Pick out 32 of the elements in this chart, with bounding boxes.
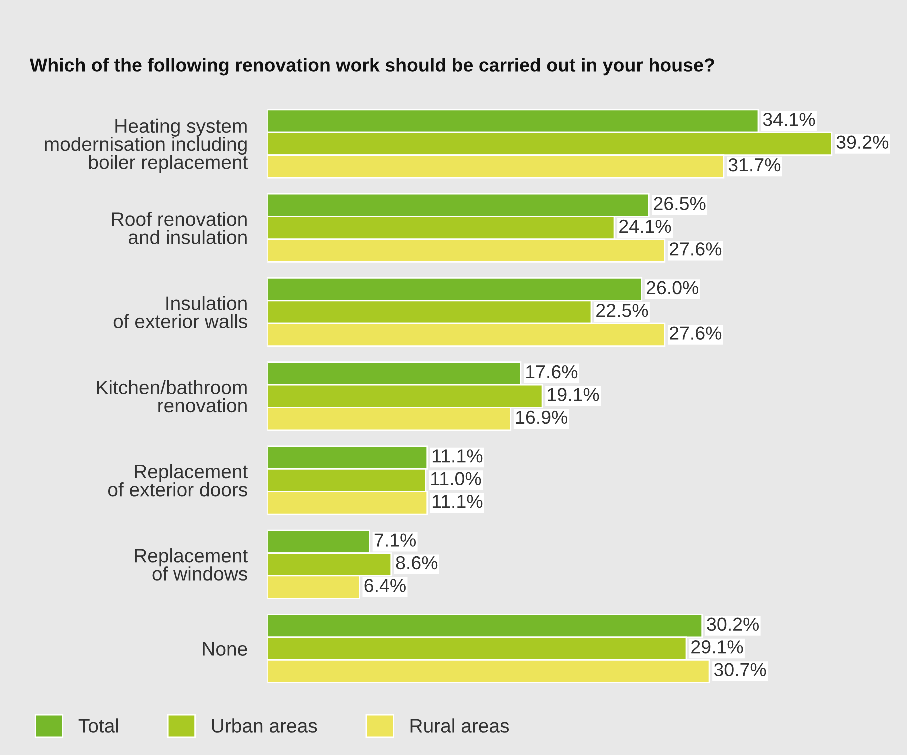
data-label: 24.1% bbox=[620, 220, 672, 234]
data-label: 30.7% bbox=[714, 663, 766, 677]
data-label: 26.0% bbox=[646, 281, 699, 295]
data-label: 22.5% bbox=[596, 304, 648, 318]
data-label: 16.9% bbox=[516, 410, 568, 424]
legend-label: Urban areas bbox=[212, 718, 318, 733]
data-label: 26.5% bbox=[654, 197, 706, 210]
data-label: 29.1% bbox=[692, 640, 744, 654]
legend-label: Total bbox=[78, 718, 118, 733]
data-label: 11.1% bbox=[432, 450, 483, 463]
data-label: 6.4% bbox=[364, 579, 406, 592]
chart-title: Which of the following renovation work should be carried out in your house? bbox=[30, 58, 714, 76]
data-label: 7.1% bbox=[374, 534, 416, 547]
data-label: 30.2% bbox=[707, 618, 760, 632]
y-tick-label: Roof renovation and insulation bbox=[112, 212, 247, 244]
y-tick-label: Heating system modernisation including boiler replacement bbox=[45, 118, 248, 174]
data-label: 8.6% bbox=[396, 556, 438, 570]
data-label: 34.1% bbox=[763, 113, 816, 126]
data-label: 11.1% bbox=[432, 495, 483, 508]
data-label: 27.6% bbox=[670, 242, 722, 256]
data-label: 19.1% bbox=[548, 388, 600, 402]
y-tick-label: Kitchen/bathroom renovation bbox=[97, 380, 247, 413]
data-label: 17.6% bbox=[526, 365, 578, 379]
y-tick-label: Replacement of exterior doors bbox=[108, 464, 248, 497]
legend-label: Rural areas bbox=[410, 718, 510, 733]
data-label: 39.2% bbox=[836, 136, 889, 150]
data-label: 27.6% bbox=[670, 326, 722, 340]
data-label: 31.7% bbox=[728, 158, 781, 172]
y-tick-label: None bbox=[203, 642, 248, 656]
y-tick-label: Replacement of windows bbox=[135, 548, 248, 581]
y-tick-label: Insulation of exterior walls bbox=[114, 296, 248, 329]
data-label: 11.0% bbox=[432, 472, 482, 486]
